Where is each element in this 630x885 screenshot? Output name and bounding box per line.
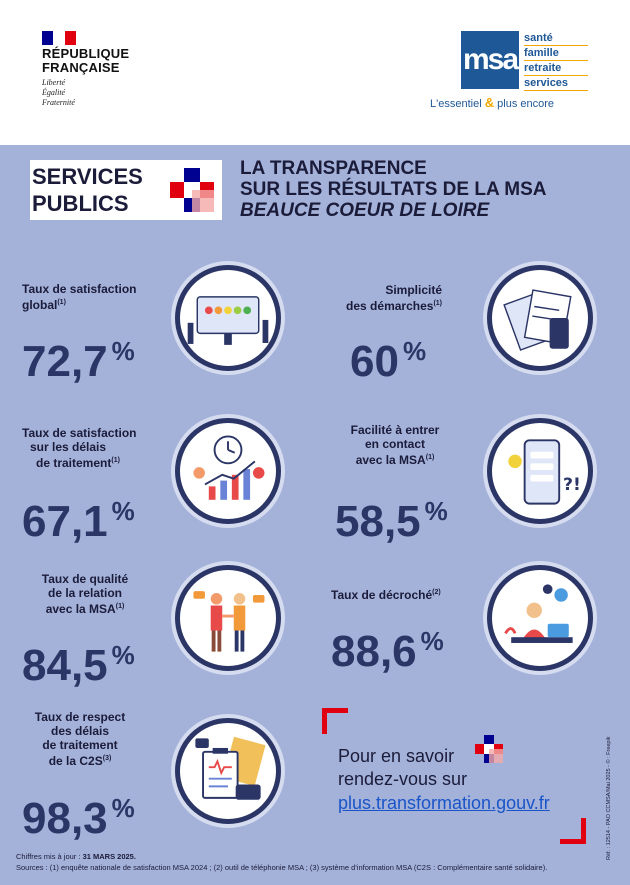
stat-label-facilite-contact: Facilité à entrer en contact avec la MSA… bbox=[350, 423, 440, 467]
stat-value-decroche: 88,6% bbox=[331, 626, 444, 676]
stat-label-simplicite: Simplicité des démarches(1) bbox=[346, 283, 442, 313]
stat-value-satisfaction-globale: 72,7% bbox=[22, 336, 135, 386]
health-form-illustration bbox=[175, 718, 281, 824]
stat-label-qualite-relation: Taux de qualité de la relation avec la M… bbox=[41, 572, 129, 616]
msa-logo: msa bbox=[461, 31, 519, 89]
stat-value-delais-traitement: 67,1% bbox=[22, 496, 135, 546]
deadline-clock-illustration bbox=[175, 418, 281, 524]
stat-label-delais-c2s: Taux de respect des délais de traitement… bbox=[34, 710, 126, 768]
documents-illustration bbox=[487, 265, 593, 371]
stat-label-satisfaction-globale: Taux de satisfaction global(1) bbox=[22, 282, 137, 312]
reference-note: Réf. : 12514 - PAO CCMSA/Mai 2025 - © : … bbox=[606, 736, 612, 860]
satisfaction-survey-illustration bbox=[175, 265, 281, 371]
republique-francaise-logo: RÉPUBLIQUE FRANÇAISE bbox=[42, 46, 130, 75]
update-date: Chiffres mis à jour : 31 MARS 2025. bbox=[16, 852, 136, 861]
frame-corner-top-left bbox=[322, 708, 348, 734]
plus-cross-icon bbox=[475, 735, 503, 763]
services-publics-badge: SERVICES PUBLICS bbox=[30, 160, 222, 220]
call-center-illustration bbox=[487, 565, 593, 671]
services-publics-cross-icon bbox=[170, 168, 214, 212]
header: RÉPUBLIQUE FRANÇAISE Liberté Égalité Fra… bbox=[0, 0, 630, 145]
msa-tagline: L'essentiel & plus encore bbox=[430, 95, 555, 110]
msa-logo-lines: santé famille retraite services bbox=[524, 31, 588, 91]
stat-value-qualite-relation: 84,5% bbox=[22, 640, 135, 690]
contact-phone-illustration: ?! bbox=[487, 418, 593, 524]
sources-note: Sources : (1) enquête nationale de satis… bbox=[16, 863, 548, 872]
frame-corner-bottom-right bbox=[560, 818, 586, 844]
handshake-illustration bbox=[175, 565, 281, 671]
french-flag-icon bbox=[42, 31, 76, 45]
more-info-text: Pour en savoir rendez-vous sur bbox=[338, 746, 468, 789]
republic-motto: Liberté Égalité Fraternité bbox=[42, 78, 75, 107]
stat-label-delais-traitement: Taux de satisfaction sur les délais de t… bbox=[22, 426, 137, 470]
stat-value-delais-c2s: 98,3% bbox=[22, 793, 135, 843]
stat-label-decroche: Taux de décroché(2) bbox=[331, 588, 441, 602]
stat-value-facilite-contact: 58,5% bbox=[335, 496, 448, 546]
transformation-link[interactable]: plus.transformation.gouv.fr bbox=[338, 793, 550, 813]
svg-text:?!: ?! bbox=[563, 475, 581, 495]
stat-value-simplicite: 60% bbox=[350, 336, 427, 386]
page-title: LA TRANSPARENCE SUR LES RÉSULTATS DE LA … bbox=[240, 158, 547, 221]
